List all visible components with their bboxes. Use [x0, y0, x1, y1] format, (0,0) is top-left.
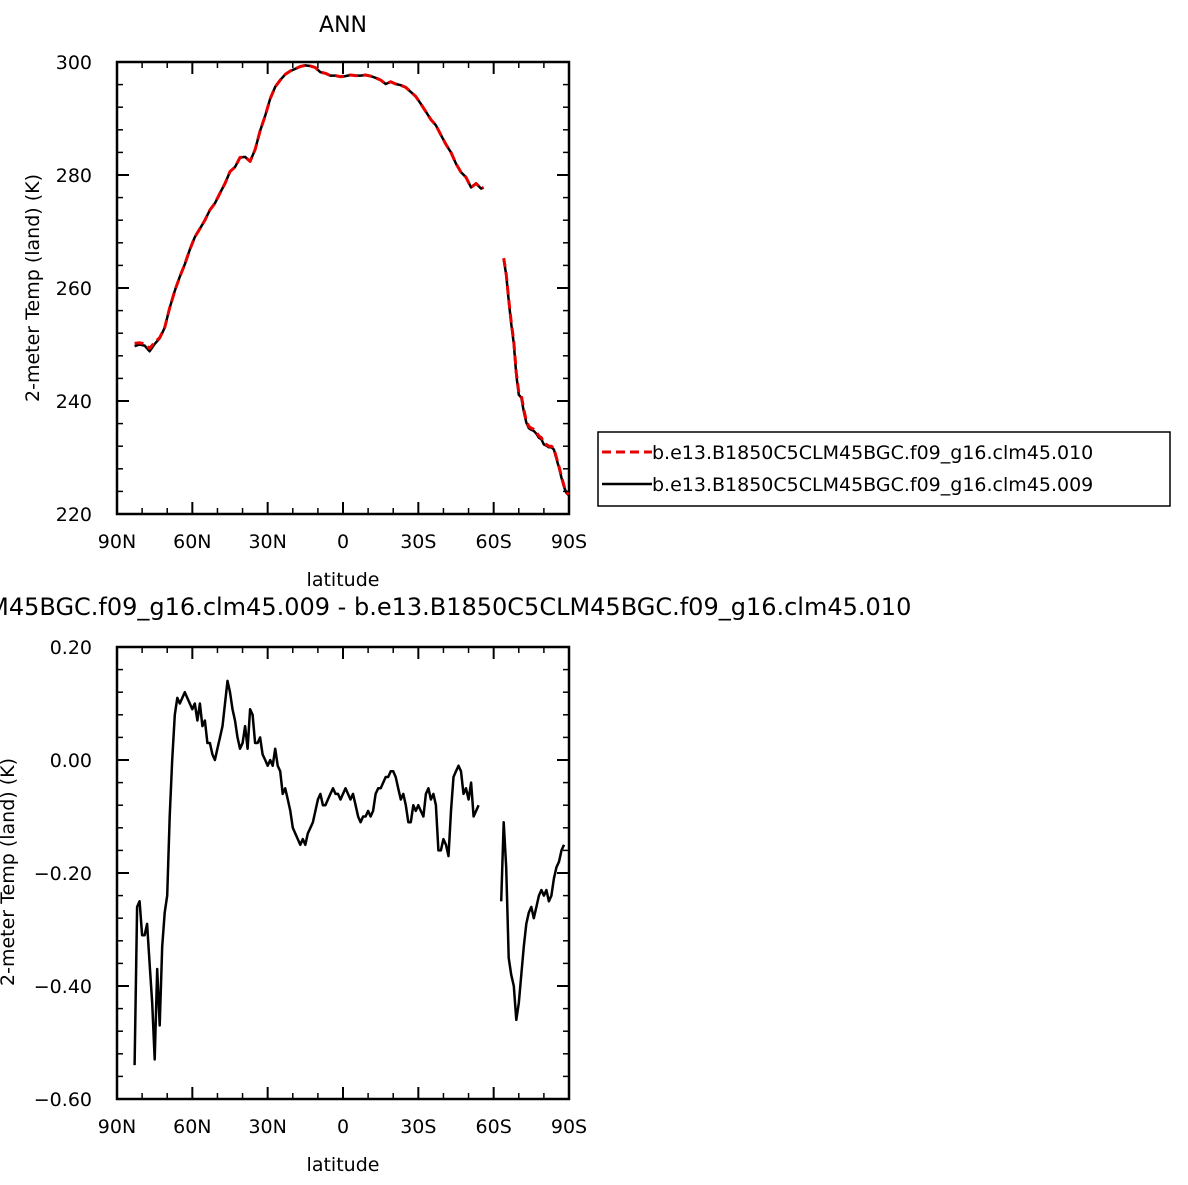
- x-tick-label: 30S: [400, 531, 436, 553]
- y-tick-label: −0.60: [34, 1089, 92, 1111]
- x-tick-label: 60N: [173, 531, 211, 553]
- y-tick-label: −0.20: [34, 863, 92, 885]
- plot-frame: [115, 60, 571, 516]
- legend-label-009: b.e13.B1850C5CLM45BGC.f09_g16.clm45.009: [652, 474, 1093, 496]
- series-line-0-segment-0: [134, 63, 485, 350]
- y-axis-label-group: 2-meter Temp (land) (K): [0, 758, 19, 986]
- y-tick-label: 300: [56, 52, 92, 74]
- x-axis-label: latitude: [307, 569, 380, 591]
- x-tick-label: 90N: [98, 531, 136, 553]
- x-tick-label: 60S: [476, 531, 512, 553]
- x-tick-label: 90N: [98, 1116, 136, 1138]
- y-tick-label: 280: [56, 165, 92, 187]
- y-tick-label: 220: [56, 504, 92, 526]
- y-tick-label: 0.20: [50, 637, 92, 659]
- y-tick-label: −0.40: [34, 976, 92, 998]
- legend: b.e13.B1850C5CLM45BGC.f09_g16.clm45.010 …: [597, 431, 1171, 507]
- y-tick-label: 260: [56, 278, 92, 300]
- series-line-0-segment-0: [133, 679, 480, 1066]
- y-axis-label: 2-meter Temp (land) (K): [0, 758, 19, 986]
- plot-area: [115, 645, 571, 1101]
- difference-panel: b.e13.B1850C5CLM45BGC.f09_g16.clm45.009 …: [0, 593, 911, 1176]
- x-tick-label: 60S: [476, 1116, 512, 1138]
- chart-title: ANN: [319, 13, 367, 38]
- legend-box: [597, 431, 1171, 507]
- y-axis-label: 2-meter Temp (land) (K): [22, 174, 44, 402]
- axis-ticks: 90N 60N 30N 0 30S 60S 90S 220 240 260 280 300: [56, 52, 587, 553]
- series-line-0-segment-1: [502, 257, 570, 496]
- series-line-1-segment-1: [502, 259, 570, 497]
- x-tick-label: 30N: [248, 531, 286, 553]
- x-tick-label: 30S: [400, 1116, 436, 1138]
- x-tick-label: 0: [337, 531, 349, 553]
- series-line-0-segment-1: [499, 820, 566, 1022]
- legend-label-010: b.e13.B1850C5CLM45BGC.f09_g16.clm45.010: [652, 442, 1093, 464]
- x-tick-label: 60N: [173, 1116, 211, 1138]
- y-tick-label: 240: [56, 391, 92, 413]
- mean-temperature-panel: ANN 2-meter Temp (land) (K) latitude 90N…: [22, 13, 1171, 591]
- x-axis-label: latitude: [307, 1154, 380, 1176]
- y-axis-label-group: 2-meter Temp (land) (K): [22, 174, 44, 402]
- x-tick-label: 90S: [551, 531, 587, 553]
- x-tick-label: 90S: [551, 1116, 587, 1138]
- y-tick-label: 0.00: [50, 750, 92, 772]
- x-tick-label: 0: [337, 1116, 349, 1138]
- x-tick-label: 30N: [248, 1116, 286, 1138]
- axis-ticks: 90N 60N 30N 0 30S 60S 90S 0.20 0.00 −0.20 −0.40 −0.…: [34, 637, 587, 1138]
- chart-title: b.e13.B1850C5CLM45BGC.f09_g16.clm45.009 …: [0, 593, 911, 621]
- plot-area: [115, 60, 571, 516]
- series-line-1-segment-0: [134, 64, 485, 353]
